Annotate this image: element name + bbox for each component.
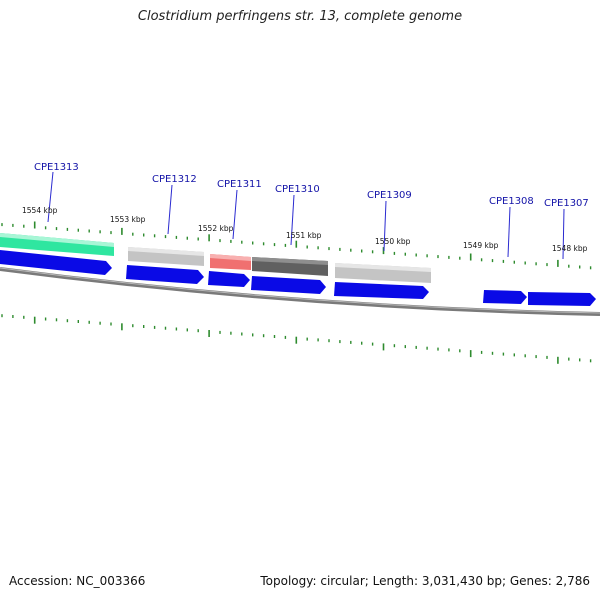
kbp-label: 1553 kbp (110, 215, 146, 224)
kbp-label: 1552 kbp (198, 224, 234, 233)
accession-label: Accession: NC_003366 (9, 574, 146, 588)
map-title: Clostridium perfringens str. 13, complet… (137, 9, 463, 24)
feature-cpe1311-light (210, 254, 251, 261)
feature-cpe1310-light (252, 257, 328, 265)
gene-pointer-cpe1313 (47, 171, 54, 223)
genome-backbone-highlight (0, 267, 600, 314)
cds-arrow-cpe1308[interactable] (483, 290, 527, 304)
lower-tick-track (1, 314, 592, 364)
cds-arrow-cpe1307[interactable] (528, 292, 596, 306)
gene-label-cpe1308[interactable]: CPE1308 (489, 196, 534, 207)
cds-arrow-cpe1310[interactable] (251, 276, 326, 294)
cds-track (0, 250, 596, 306)
genome-backbone (0, 267, 600, 316)
kbp-label: 1548 kbp (552, 244, 588, 253)
cds-arrow-cpe1313[interactable] (0, 250, 112, 275)
upper-tick-track (1, 221, 592, 270)
gene-label-cpe1309[interactable]: CPE1309 (367, 190, 412, 201)
gene-pointer-cpe1310 (290, 194, 295, 246)
kbp-labels: 1554 kbp 1553 kbp 1552 kbp 1551 kbp 1550… (22, 206, 588, 253)
feature-cpe1313-light (0, 233, 114, 247)
feature-track (0, 233, 431, 283)
cds-arrow-cpe1309[interactable] (334, 282, 429, 299)
kbp-label: 1550 kbp (375, 237, 411, 246)
gene-pointer-cpe1309 (383, 200, 387, 252)
gene-label-cpe1310[interactable]: CPE1310 (275, 184, 320, 195)
cds-arrow-cpe1312[interactable] (126, 265, 204, 284)
gene-pointer-cpe1311 (232, 189, 238, 240)
gene-label-cpe1312[interactable]: CPE1312 (152, 174, 197, 185)
gene-pointer-cpe1308 (507, 206, 511, 258)
cds-arrow-cpe1311[interactable] (208, 271, 250, 287)
feature-cpe1309-light (335, 263, 431, 272)
gene-label-cpe1307[interactable]: CPE1307 (544, 198, 589, 209)
kbp-label: 1549 kbp (463, 241, 499, 250)
feature-cpe1312-light (128, 247, 204, 256)
kbp-label: 1554 kbp (22, 206, 58, 215)
genome-summary: Topology: circular; Length: 3,031,430 bp… (260, 574, 590, 588)
gene-label-cpe1313[interactable]: CPE1313 (34, 162, 79, 173)
gene-pointer-cpe1312 (167, 184, 173, 235)
gene-pointer-cpe1307 (562, 208, 565, 260)
kbp-label: 1551 kbp (286, 231, 322, 240)
gene-label-cpe1311[interactable]: CPE1311 (217, 179, 262, 190)
gene-labels: CPE1313 CPE1312 CPE1311 CPE1310 CPE1309 … (34, 162, 589, 260)
